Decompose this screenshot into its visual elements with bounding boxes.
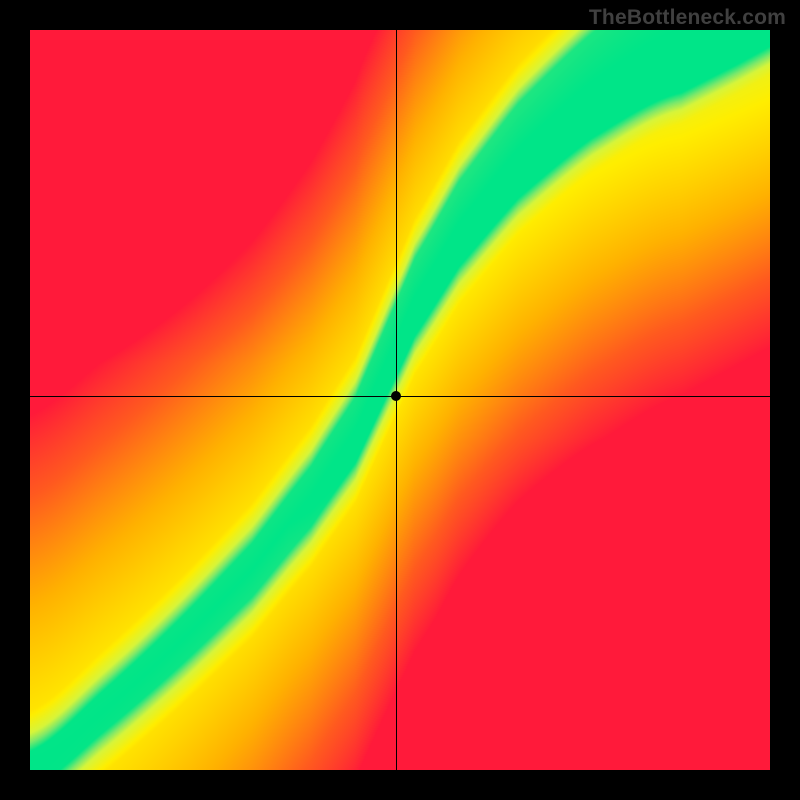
- heatmap-canvas: [30, 30, 770, 770]
- heatmap-plot: [30, 30, 770, 770]
- crosshair-marker-dot: [391, 391, 401, 401]
- watermark-text: TheBottleneck.com: [589, 6, 786, 30]
